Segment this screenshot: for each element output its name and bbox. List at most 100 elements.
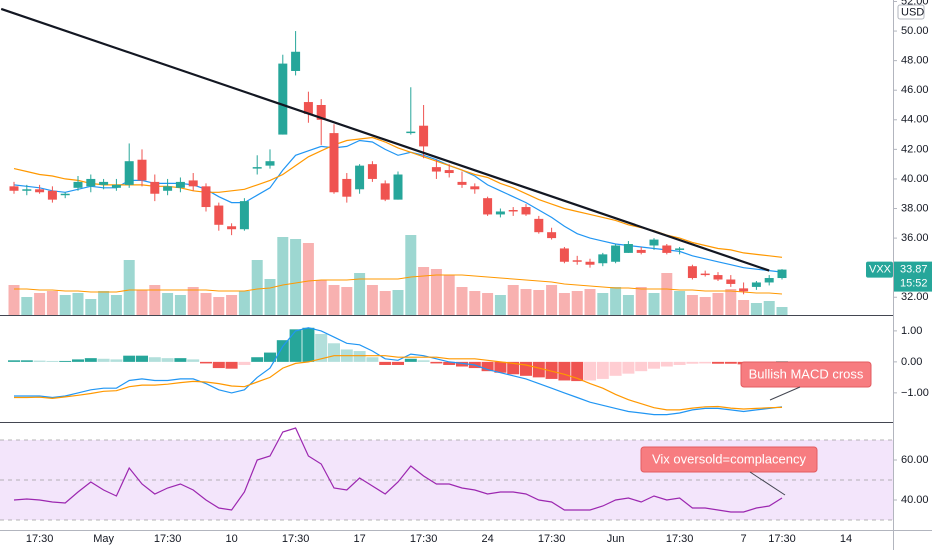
macd-histogram-bar — [558, 361, 571, 381]
y-tick-label: 60.00 — [901, 454, 929, 466]
candle-body — [777, 269, 787, 279]
volume-bar — [571, 291, 583, 315]
candle-body — [483, 198, 493, 215]
macd-histogram-bar — [46, 360, 59, 362]
macd-histogram-bar — [430, 361, 443, 364]
volume-bar — [610, 287, 622, 315]
candle-body — [598, 254, 608, 264]
volume-bar — [85, 299, 97, 315]
candle-body — [419, 125, 429, 147]
volume-bar — [136, 290, 148, 315]
candle-body — [393, 174, 403, 200]
macd-histogram-bar — [8, 360, 20, 362]
candle-body — [175, 181, 185, 188]
volume-bar — [635, 287, 647, 315]
volume-bar — [226, 295, 238, 315]
macd-histogram-bar — [545, 361, 558, 379]
macd-histogram-bar — [596, 361, 609, 379]
candle-body — [687, 266, 697, 279]
candle-body — [150, 181, 160, 194]
candle-body — [713, 275, 723, 280]
candle-body — [623, 244, 633, 253]
candle-body — [611, 245, 621, 262]
candle-body — [726, 279, 736, 284]
volume-bar — [456, 287, 468, 315]
candle-body — [137, 159, 147, 181]
y-tick-label: 48.00 — [901, 55, 929, 67]
volume-bar — [98, 291, 110, 315]
macd-histogram-bar — [622, 361, 635, 374]
volume-bar — [149, 285, 161, 315]
y-tick-label: 36.00 — [901, 232, 929, 244]
volume-bar — [494, 295, 506, 315]
candle-body — [265, 161, 275, 166]
volume-bar — [110, 295, 122, 315]
macd-histogram-bar — [174, 358, 187, 362]
macd-histogram-bar — [571, 361, 584, 382]
candle-body — [239, 201, 249, 230]
volume-bar — [482, 293, 494, 315]
price-tag — [894, 261, 932, 292]
volume-bar — [622, 295, 634, 315]
volume-bar — [72, 293, 84, 315]
macd-histogram-bar — [20, 360, 33, 362]
candle-body — [188, 180, 198, 187]
y-tick-label: 32.00 — [901, 291, 929, 303]
candle-body — [86, 178, 96, 187]
volume-bar — [430, 269, 442, 315]
volume-bar — [686, 295, 698, 315]
x-tick-label: 14 — [840, 533, 852, 545]
macd-histogram-bar — [212, 361, 225, 369]
candle-body — [508, 210, 518, 212]
macd-histogram-bar — [59, 360, 72, 362]
macd-histogram-bar — [276, 340, 289, 362]
volume-bar — [584, 289, 596, 315]
volume-bar — [379, 291, 391, 315]
volume-bar — [21, 297, 33, 315]
candle-body — [316, 105, 326, 120]
candle-body — [457, 181, 467, 185]
x-tick-label: 17:30 — [538, 533, 566, 545]
volume-bar — [162, 293, 174, 315]
candle-body — [60, 193, 70, 196]
volume-bar — [699, 297, 711, 315]
volume-bar — [251, 260, 263, 315]
volume-bar — [174, 295, 186, 315]
macd-histogram-bar — [494, 361, 507, 373]
candle-body — [291, 51, 301, 71]
y-tick-label: 38.00 — [901, 202, 929, 214]
candle-body — [675, 248, 685, 250]
y-tick-label: 52.00 — [901, 0, 929, 7]
annotation-box — [740, 361, 872, 388]
macd-histogram-bar — [673, 361, 686, 365]
volume-bar — [302, 243, 314, 315]
candle-body — [303, 102, 313, 114]
macd-histogram-bar — [110, 359, 123, 362]
macd-histogram-bar — [443, 361, 456, 365]
candle-body — [406, 131, 416, 134]
candle-body — [329, 133, 339, 193]
volume-bar — [776, 307, 788, 315]
volume-bar — [315, 280, 327, 315]
volume-bar — [123, 260, 135, 315]
annotation-pointer — [769, 386, 801, 401]
volume-bar — [264, 279, 276, 315]
currency-label: USD — [901, 6, 924, 18]
candle-body — [214, 205, 224, 225]
macd-histogram-bar — [366, 357, 379, 362]
y-tick-label: 42.00 — [901, 143, 929, 155]
volume-bar — [328, 285, 340, 315]
y-tick-label: 44.00 — [901, 114, 929, 126]
macd-histogram-bar — [699, 361, 712, 364]
x-tick-label: 17:30 — [154, 533, 182, 545]
candle-body — [111, 184, 121, 188]
volume-bar — [187, 287, 199, 315]
currency-box — [897, 4, 925, 20]
y-tick-label: 40.00 — [901, 173, 929, 185]
x-tick-label: 17:30 — [282, 533, 310, 545]
macd-histogram-bar — [584, 361, 596, 381]
volume-bar — [405, 235, 417, 315]
candle-body — [278, 63, 288, 135]
volume-bar — [46, 291, 58, 315]
